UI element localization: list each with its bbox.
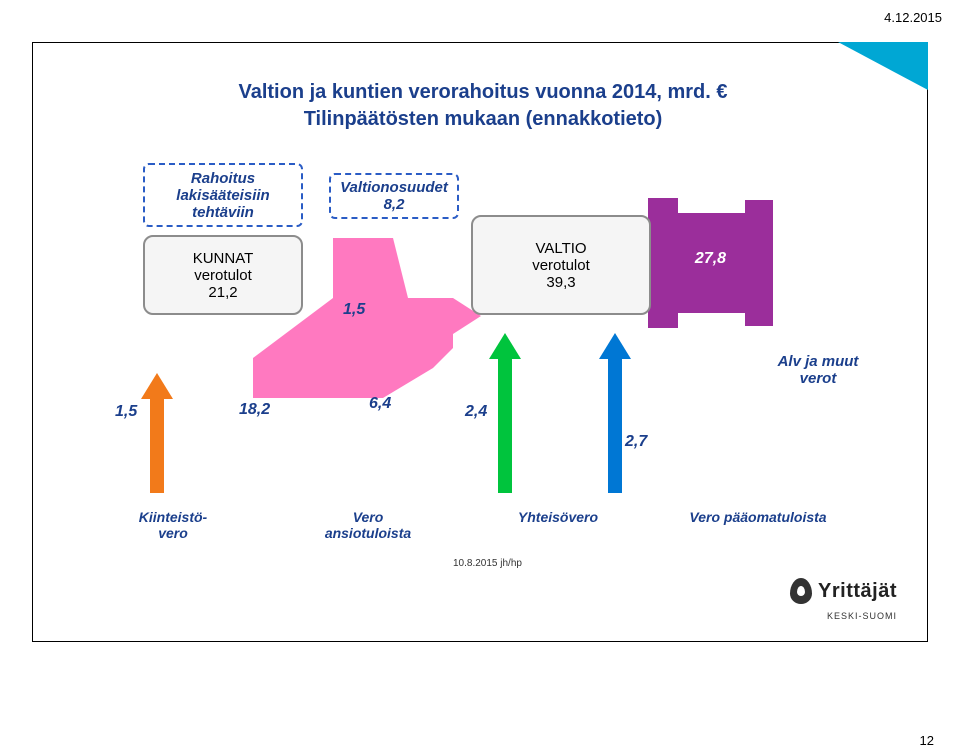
leg-kiinteisto-l2: vero (103, 525, 243, 541)
title-line1: Valtion ja kuntien verorahoitus vuonna 2… (238, 81, 727, 103)
kunnat-l1: KUNNAT (193, 250, 254, 267)
legend-ansio: Vero ansiotuloista (283, 509, 453, 541)
pink-18-2-value: 18,2 (239, 401, 270, 419)
logo-subtitle: KESKI-SUOMI (790, 611, 897, 621)
page-number: 12 (920, 733, 934, 748)
green-value: 2,4 (465, 403, 487, 421)
purple-value: 27,8 (673, 250, 748, 268)
legend-paaoma: Vero pääomatuloista (663, 509, 853, 541)
alv-l1: Alv ja muut (753, 353, 883, 370)
leg-kiinteisto-l1: Kiinteistö- (103, 509, 243, 525)
page-date: 4.12.2015 (884, 10, 942, 25)
valtio-l1: VALTIO (535, 240, 586, 257)
title-line2: Tilinpäätösten mukaan (ennakkotieto) (153, 106, 813, 133)
pink-1-5-value: 1,5 (343, 301, 365, 319)
kunnat-l2: verotulot (194, 267, 252, 284)
valtionosuudet-value: 8,2 (384, 196, 405, 213)
blue-value: 2,7 (625, 433, 647, 451)
green-arrow (489, 333, 521, 493)
slide-title: Valtion ja kuntien verorahoitus vuonna 2… (153, 79, 813, 133)
valtio-l2: verotulot (532, 257, 590, 274)
rahoitus-box: Rahoitus lakisääteisiin tehtäviin (143, 163, 303, 227)
legend-yhteiso: Yhteisövero (483, 509, 633, 541)
alv-label: Alv ja muut verot (753, 353, 883, 387)
valtionosuudet-label: Valtionosuudet (340, 179, 448, 196)
kunnat-value: 21,2 (208, 284, 237, 301)
orange-value: 1,5 (115, 403, 137, 421)
rahoitus-l1: Rahoitus (191, 170, 255, 187)
kunnat-box: KUNNAT verotulot 21,2 (143, 235, 303, 315)
logo: Yrittäjät KESKI-SUOMI (790, 578, 897, 621)
leg-ansio-l2: ansiotuloista (283, 525, 453, 541)
legend-kiinteisto: Kiinteistö- vero (103, 509, 243, 541)
logo-word: Yrittäjät (818, 580, 897, 603)
pink-6-4-value: 6,4 (369, 395, 391, 413)
footnote: 10.8.2015 jh/hp (453, 558, 522, 569)
rahoitus-l2: lakisääteisiin (176, 187, 269, 204)
leg-ansio-l1: Vero (283, 509, 453, 525)
rahoitus-l3: tehtäviin (192, 204, 254, 221)
valtio-box: VALTIO verotulot 39,3 (471, 215, 651, 315)
blue-arrow (599, 333, 631, 493)
slide-frame: Valtion ja kuntien verorahoitus vuonna 2… (32, 42, 928, 642)
legend-row: Kiinteistö- vero Vero ansiotuloista Yhte… (103, 509, 863, 541)
valtio-value: 39,3 (546, 274, 575, 291)
corner-accent (838, 42, 928, 90)
alv-l2: verot (753, 370, 883, 387)
purple-right-pillar (745, 200, 773, 326)
orange-arrow (141, 373, 173, 493)
valtionosuudet-box: Valtionosuudet 8,2 (329, 173, 459, 219)
logo-flame-icon (790, 578, 812, 604)
